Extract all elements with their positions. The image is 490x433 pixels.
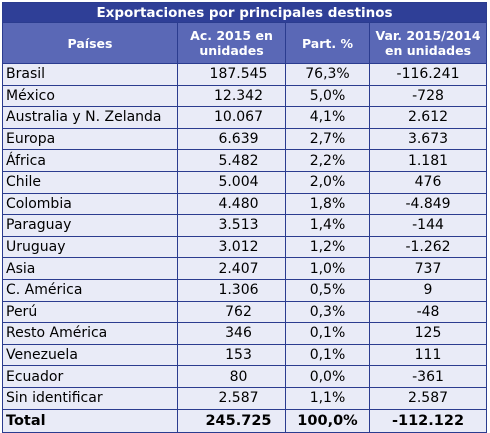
variation-cell: -361 [368,365,488,388]
country-cell: Australia y N. Zelanda [2,106,178,129]
country-cell: Paraguay [2,214,178,237]
units-cell: 10.067 [177,106,286,129]
units-cell: 2.587 [177,386,286,410]
share-cell: 0,1% [285,322,370,345]
country-cell: Resto América [2,322,178,345]
share-cell: 0,3% [285,300,370,324]
variation-cell: -1.262 [368,235,488,259]
country-cell: Perú [2,300,178,324]
share-cell: 5,0% [285,84,370,108]
share-cell: 0,0% [285,365,370,388]
variation-cell: 9 [368,278,488,302]
share-cell: 1,1% [285,386,370,410]
table-row: Europa 6.639 2,7% 3.673 [2,127,488,151]
header-share: Part. % [285,22,370,64]
share-cell: 1,8% [285,192,370,216]
units-cell: 346 [177,322,286,345]
table-row: Perú 762 0,3% -48 [2,300,488,324]
units-cell: 187.545 [177,63,286,86]
variation-cell: 2.612 [368,106,488,129]
units-cell: 1.306 [177,278,286,302]
header-variation-line2: en unidades [384,43,472,58]
variation-cell: 111 [368,343,488,367]
header-variation: Var. 2015/2014 en unidades [368,22,488,64]
table-row: Chile 5.004 2,0% 476 [2,170,488,194]
table-row: Venezuela 153 0,1% 111 [2,343,488,367]
share-cell: 2,0% [285,170,370,194]
country-cell: Europa [2,127,178,151]
table-row: Resto América 346 0,1% 125 [2,322,488,345]
table-row: Brasil 187.545 76,3% -116.241 [2,63,488,86]
country-cell: Colombia [2,192,178,216]
share-cell: 76,3% [285,63,370,86]
units-cell: 3.513 [177,214,286,237]
share-cell: 1,2% [285,235,370,259]
units-cell: 12.342 [177,84,286,108]
country-cell: México [2,84,178,108]
table-row: Uruguay 3.012 1,2% -1.262 [2,235,488,259]
units-cell: 80 [177,365,286,388]
variation-cell: 476 [368,170,488,194]
table-title: Exportaciones por principales destinos [1,2,488,23]
share-cell: 1,4% [285,214,370,237]
variation-cell: -144 [368,214,488,237]
table-row: Sin identificar 2.587 1,1% 2.587 [2,386,488,410]
variation-cell: 125 [368,322,488,345]
variation-cell: 3.673 [368,127,488,151]
table-row: México 12.342 5,0% -728 [2,84,488,108]
units-cell: 4.480 [177,192,286,216]
variation-cell: -116.241 [368,63,488,86]
table-row: Asia 2.407 1,0% 737 [2,257,488,280]
variation-cell: 1.181 [368,149,488,172]
header-countries: Países [2,22,178,64]
table-row: Ecuador 80 0,0% -361 [2,365,488,388]
share-cell: 2,2% [285,149,370,172]
variation-cell: 2.587 [368,386,488,410]
variation-cell: 737 [368,257,488,280]
variation-cell: -4.849 [368,192,488,216]
units-cell: 5.004 [177,170,286,194]
header-units-line2: unidades [199,43,264,58]
units-cell: 762 [177,300,286,324]
header-units: Ac. 2015 en unidades [177,22,286,64]
country-cell: Ecuador [2,365,178,388]
header-variation-line1: Var. 2015/2014 [375,28,481,43]
units-cell: 153 [177,343,286,367]
table-title-row: Exportaciones por principales destinos [1,2,488,23]
country-cell: Sin identificar [2,386,178,410]
table-body: Brasil 187.545 76,3% -116.241 México 12.342 5,… [2,63,488,410]
table-row: Paraguay 3.513 1,4% -144 [2,214,488,237]
units-cell: 6.639 [177,127,286,151]
table-row: C. América 1.306 0,5% 9 [2,278,488,302]
share-cell: 2,7% [285,127,370,151]
table-row: Colombia 4.480 1,8% -4.849 [2,192,488,216]
header-units-line1: Ac. 2015 en [190,28,273,43]
table-header-row: Países Ac. 2015 en unidades Part. % Var.… [2,22,488,64]
table-row: África 5.482 2,2% 1.181 [2,149,488,172]
country-cell: Venezuela [2,343,178,367]
country-cell: C. América [2,278,178,302]
share-cell: 0,5% [285,278,370,302]
table-row: Australia y N. Zelanda 10.067 4,1% 2.612 [2,106,488,129]
units-cell: 5.482 [177,149,286,172]
units-cell: 3.012 [177,235,286,259]
country-cell: Chile [2,170,178,194]
share-cell: 1,0% [285,257,370,280]
variation-cell: -728 [368,84,488,108]
country-cell: Uruguay [2,235,178,259]
country-cell: África [2,149,178,172]
units-cell: 2.407 [177,257,286,280]
share-cell: 4,1% [285,106,370,129]
variation-cell: -48 [368,300,488,324]
country-cell: Asia [2,257,178,280]
total-label: Total [2,408,178,433]
share-cell: 0,1% [285,343,370,367]
country-cell: Brasil [2,63,178,86]
